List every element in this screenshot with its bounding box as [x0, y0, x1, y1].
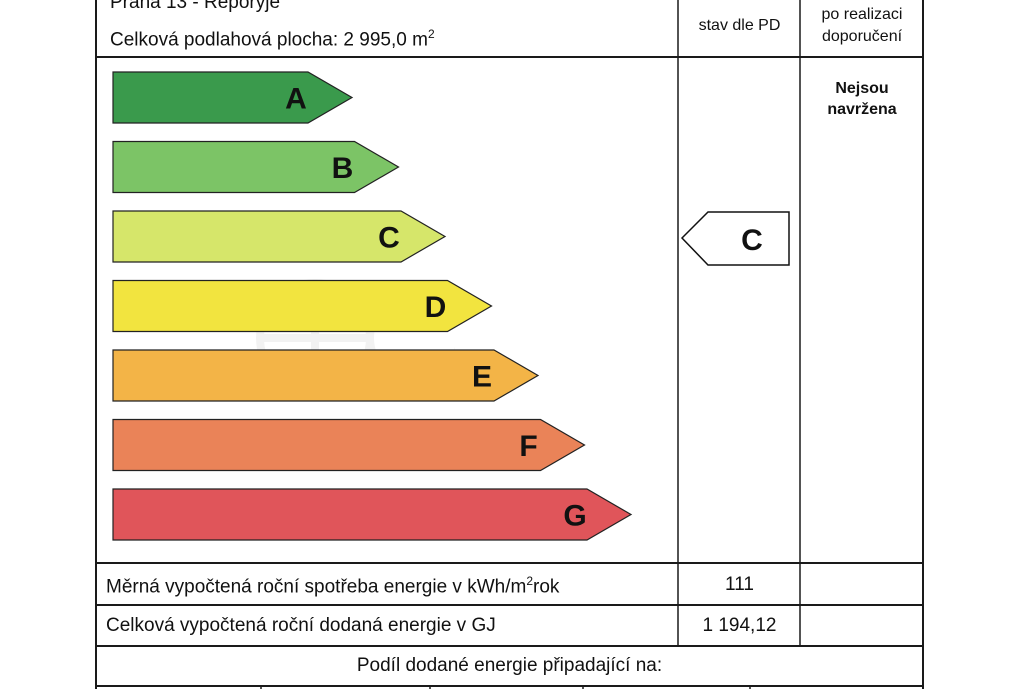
- current-class-letter: C: [741, 224, 763, 257]
- energy-class-bar: [112, 349, 540, 402]
- energy-class-a: A: [112, 71, 354, 124]
- energy-class-letter: F: [519, 430, 537, 463]
- energy-class-bar: [112, 279, 493, 333]
- energy-class-letter: A: [285, 83, 307, 116]
- total-energy-label: Celková vypočtená roční dodaná energie v…: [106, 615, 496, 636]
- energy-class-bar: [112, 140, 400, 194]
- energy-class-e: E: [112, 349, 540, 402]
- energy-class-g: G: [112, 488, 633, 541]
- energy-class-letter: D: [425, 291, 447, 324]
- energy-class-bar: [112, 418, 586, 472]
- energy-class-letter: G: [563, 500, 586, 533]
- energy-class-letter: E: [472, 361, 492, 394]
- energy-class-letter: B: [332, 152, 354, 185]
- energy-class-c: C: [112, 210, 447, 263]
- energy-class-b: B: [112, 140, 400, 194]
- energy-class-bar: [112, 488, 633, 541]
- energy-class-f: F: [112, 418, 586, 472]
- total-energy-value: 1 194,12: [702, 615, 777, 636]
- specific-consumption-value: 111: [725, 574, 754, 595]
- energy-class-bar: [112, 71, 354, 124]
- energy-class-letter: C: [378, 222, 400, 255]
- location-title: Praha 13 - Řeporyje: [110, 0, 281, 13]
- column-current-header: stav dle PD: [698, 17, 781, 34]
- energy-share-label: Podíl dodané energie připadající na:: [356, 655, 663, 676]
- specific-consumption-label: Měrná vypočtená roční spotřeba energie v…: [106, 574, 560, 598]
- energy-class-bar: [112, 210, 447, 263]
- current-class-indicator: C: [680, 211, 790, 266]
- column-after-header: po realizaci doporučení: [821, 6, 903, 45]
- energy-class-d: D: [112, 279, 493, 333]
- after-recommendation-note: Nejsou navržena: [827, 80, 897, 118]
- floor-area: Celková podlahová plocha: 2 995,0 m2: [110, 27, 435, 51]
